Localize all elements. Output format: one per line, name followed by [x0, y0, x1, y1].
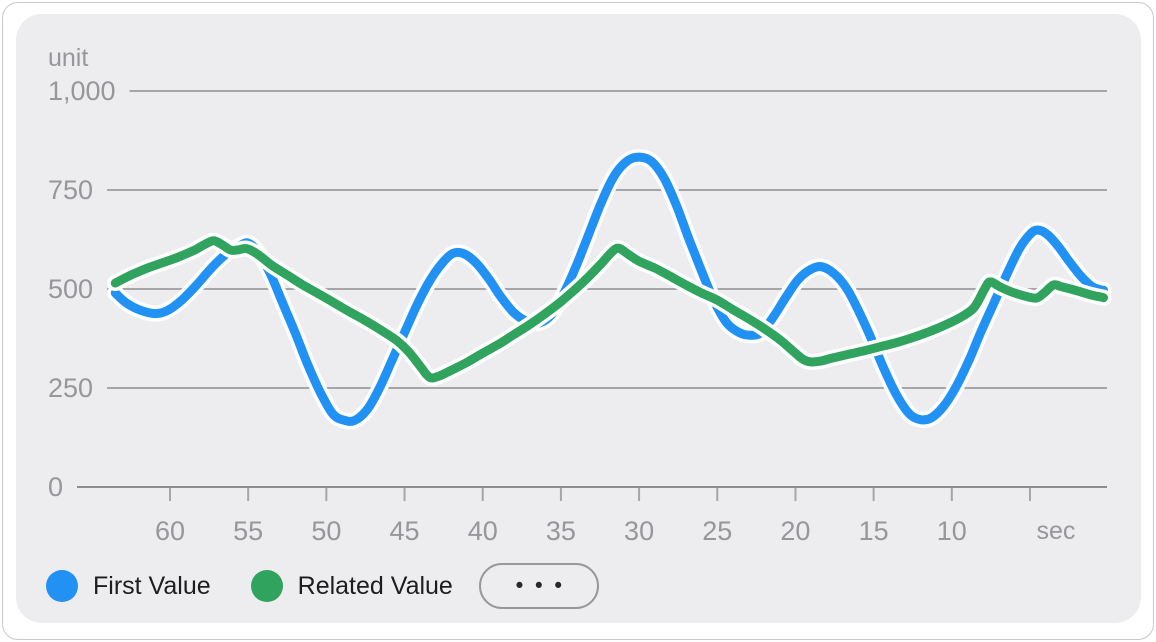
y-tick-label: 250 — [48, 373, 93, 403]
x-axis-unit-label: sec — [1037, 517, 1076, 545]
y-tick-label: 0 — [48, 472, 63, 502]
x-tick-label: 25 — [702, 516, 732, 546]
legend-item-related-value: Related Value — [250, 563, 453, 609]
x-tick-label: 30 — [624, 516, 654, 546]
x-tick-label: 35 — [546, 516, 576, 546]
x-tick-label: 40 — [468, 516, 498, 546]
x-tick-label: 60 — [155, 516, 185, 546]
x-tick-label: 20 — [780, 516, 810, 546]
x-tick-label: 50 — [311, 516, 341, 546]
x-tick-label: 10 — [937, 516, 967, 546]
legend-label-first-value: First Value — [93, 572, 211, 600]
related-value-swatch-icon — [250, 570, 283, 602]
y-tick-label: 1,000 — [48, 76, 116, 106]
x-tick-label: 45 — [390, 516, 420, 546]
y-axis-unit-label: unit — [48, 44, 88, 72]
legend-item-first-value: First Value — [46, 563, 211, 609]
ellipsis-icon: ••• — [513, 573, 572, 598]
x-tick-label: 15 — [859, 516, 889, 546]
series-line-related-value — [110, 236, 1108, 383]
legend-label-related-value: Related Value — [297, 572, 453, 600]
chart-legend: First Value Related Value ••• — [46, 563, 599, 609]
series-line-first-value — [110, 152, 1108, 426]
more-options-button[interactable]: ••• — [478, 563, 599, 609]
y-tick-label: 750 — [48, 175, 93, 205]
first-value-swatch-icon — [46, 570, 78, 602]
x-tick-label: 55 — [233, 516, 263, 546]
y-tick-label: 500 — [48, 274, 93, 304]
